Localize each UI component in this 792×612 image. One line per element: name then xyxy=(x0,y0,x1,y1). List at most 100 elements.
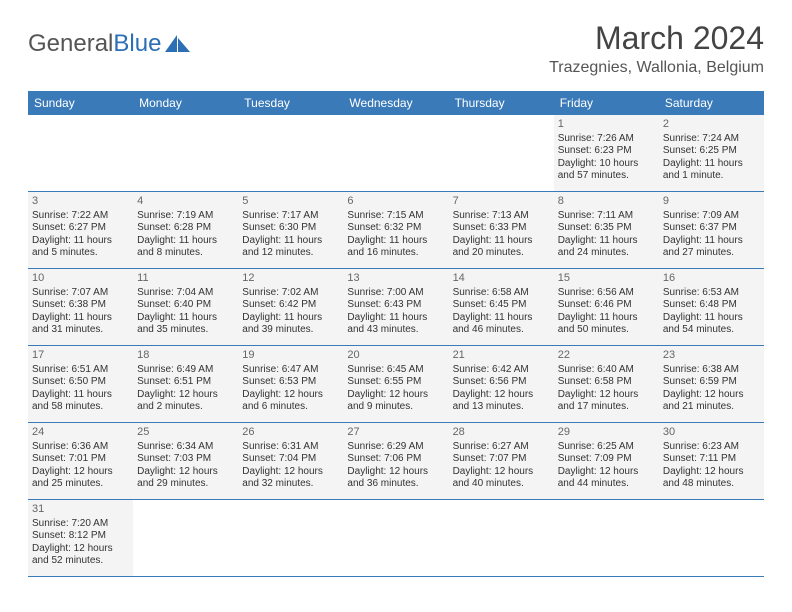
sunrise-text: Sunrise: 6:34 AM xyxy=(137,441,234,454)
day-cell: 18Sunrise: 6:49 AMSunset: 6:51 PMDayligh… xyxy=(133,346,238,422)
day-number: 21 xyxy=(453,349,550,363)
sunrise-text: Sunrise: 6:51 AM xyxy=(32,364,129,377)
day-number: 4 xyxy=(137,195,234,209)
sunset-text: Sunset: 6:59 PM xyxy=(663,376,760,389)
sunrise-text: Sunrise: 6:25 AM xyxy=(558,441,655,454)
sunset-text: Sunset: 6:50 PM xyxy=(32,376,129,389)
daylight-text: Daylight: 12 hours and 36 minutes. xyxy=(347,466,444,491)
day-number: 6 xyxy=(347,195,444,209)
blank-cell xyxy=(133,115,238,191)
weeks-container: 1Sunrise: 7:26 AMSunset: 6:23 PM Daylight… xyxy=(28,115,764,577)
day-number: 12 xyxy=(242,272,339,286)
daylight-text: Daylight: 11 hours and 24 minutes. xyxy=(558,235,655,260)
dayname-row: SundayMondayTuesdayWednesdayThursdayFrid… xyxy=(28,91,764,115)
title-block: March 2024 Trazegnies, Wallonia, Belgium xyxy=(549,20,764,77)
daylight-text: Daylight: 12 hours and 40 minutes. xyxy=(453,466,550,491)
day-number: 15 xyxy=(558,272,655,286)
sunset-text: Sunset: 7:11 PM xyxy=(663,453,760,466)
blank-cell xyxy=(133,500,238,576)
day-number: 19 xyxy=(242,349,339,363)
daylight-text: Daylight: 12 hours and 32 minutes. xyxy=(242,466,339,491)
day-number: 26 xyxy=(242,426,339,440)
day-number: 10 xyxy=(32,272,129,286)
day-number: 5 xyxy=(242,195,339,209)
sunrise-text: Sunrise: 6:29 AM xyxy=(347,441,444,454)
day-number: 28 xyxy=(453,426,550,440)
blank-cell xyxy=(554,500,659,576)
week-row: 10Sunrise: 7:07 AMSunset: 6:38 PMDayligh… xyxy=(28,269,764,346)
dayname: Sunday xyxy=(28,91,133,115)
sunrise-text: Sunrise: 6:42 AM xyxy=(453,364,550,377)
sunrise-text: Sunrise: 7:26 AM xyxy=(558,133,655,146)
daylight-text: Daylight: 12 hours and 6 minutes. xyxy=(242,389,339,414)
day-number: 25 xyxy=(137,426,234,440)
sunrise-text: Sunrise: 7:04 AM xyxy=(137,287,234,300)
sunrise-text: Sunrise: 6:45 AM xyxy=(347,364,444,377)
day-number: 11 xyxy=(137,272,234,286)
day-number: 1 xyxy=(558,118,655,132)
day-cell: 8Sunrise: 7:11 AMSunset: 6:35 PMDaylight… xyxy=(554,192,659,268)
sunrise-text: Sunrise: 6:47 AM xyxy=(242,364,339,377)
sunset-text: Sunset: 7:01 PM xyxy=(32,453,129,466)
dayname: Saturday xyxy=(659,91,764,115)
logo-word1: General xyxy=(28,30,113,57)
sunrise-text: Sunrise: 6:58 AM xyxy=(453,287,550,300)
sunset-text: Sunset: 6:48 PM xyxy=(663,299,760,312)
daylight-text: Daylight: 11 hours and 16 minutes. xyxy=(347,235,444,260)
sunset-text: Sunset: 6:45 PM xyxy=(453,299,550,312)
blank-cell xyxy=(238,500,343,576)
day-cell: 7Sunrise: 7:13 AMSunset: 6:33 PMDaylight… xyxy=(449,192,554,268)
daylight-text: Daylight: 11 hours and 54 minutes. xyxy=(663,312,760,337)
daylight-text: Daylight: 12 hours and 52 minutes. xyxy=(32,543,129,568)
sunset-text: Sunset: 6:55 PM xyxy=(347,376,444,389)
logo-sail-icon xyxy=(165,35,191,53)
calendar: SundayMondayTuesdayWednesdayThursdayFrid… xyxy=(28,91,764,577)
daylight-text: Daylight: 12 hours and 9 minutes. xyxy=(347,389,444,414)
sunset-text: Sunset: 6:30 PM xyxy=(242,222,339,235)
sunrise-text: Sunrise: 6:38 AM xyxy=(663,364,760,377)
day-number: 17 xyxy=(32,349,129,363)
day-cell: 10Sunrise: 7:07 AMSunset: 6:38 PMDayligh… xyxy=(28,269,133,345)
daylight-text: Daylight: 12 hours and 21 minutes. xyxy=(663,389,760,414)
day-cell: 26Sunrise: 6:31 AMSunset: 7:04 PMDayligh… xyxy=(238,423,343,499)
day-cell: 4Sunrise: 7:19 AMSunset: 6:28 PMDaylight… xyxy=(133,192,238,268)
day-number: 29 xyxy=(558,426,655,440)
sunrise-text: Sunrise: 6:31 AM xyxy=(242,441,339,454)
daylight-text: Daylight: 11 hours and 27 minutes. xyxy=(663,235,760,260)
sunset-text: Sunset: 6:53 PM xyxy=(242,376,339,389)
day-cell: 23Sunrise: 6:38 AMSunset: 6:59 PMDayligh… xyxy=(659,346,764,422)
day-cell: 21Sunrise: 6:42 AMSunset: 6:56 PMDayligh… xyxy=(449,346,554,422)
daylight-text: Daylight: 11 hours and 43 minutes. xyxy=(347,312,444,337)
week-row: 17Sunrise: 6:51 AMSunset: 6:50 PMDayligh… xyxy=(28,346,764,423)
day-cell: 1Sunrise: 7:26 AMSunset: 6:23 PMDaylight… xyxy=(554,115,659,191)
blank-cell xyxy=(28,115,133,191)
day-number: 24 xyxy=(32,426,129,440)
month-title: March 2024 xyxy=(549,20,764,57)
week-row: 24Sunrise: 6:36 AMSunset: 7:01 PMDayligh… xyxy=(28,423,764,500)
day-cell: 12Sunrise: 7:02 AMSunset: 6:42 PMDayligh… xyxy=(238,269,343,345)
dayname: Tuesday xyxy=(238,91,343,115)
sunset-text: Sunset: 6:51 PM xyxy=(137,376,234,389)
blank-cell xyxy=(659,500,764,576)
sunset-text: Sunset: 7:06 PM xyxy=(347,453,444,466)
daylight-text: Daylight: 11 hours and 58 minutes. xyxy=(32,389,129,414)
sunrise-text: Sunrise: 6:53 AM xyxy=(663,287,760,300)
daylight-text: Daylight: 11 hours and 1 minute. xyxy=(663,158,760,183)
day-number: 9 xyxy=(663,195,760,209)
sunset-text: Sunset: 6:27 PM xyxy=(32,222,129,235)
daylight-text: Daylight: 11 hours and 39 minutes. xyxy=(242,312,339,337)
sunset-text: Sunset: 6:33 PM xyxy=(453,222,550,235)
day-cell: 22Sunrise: 6:40 AMSunset: 6:58 PMDayligh… xyxy=(554,346,659,422)
day-cell: 19Sunrise: 6:47 AMSunset: 6:53 PMDayligh… xyxy=(238,346,343,422)
daylight-text: Daylight: 12 hours and 2 minutes. xyxy=(137,389,234,414)
day-cell: 5Sunrise: 7:17 AMSunset: 6:30 PMDaylight… xyxy=(238,192,343,268)
sunrise-text: Sunrise: 6:56 AM xyxy=(558,287,655,300)
sunset-text: Sunset: 6:25 PM xyxy=(663,145,760,158)
sunset-text: Sunset: 7:07 PM xyxy=(453,453,550,466)
daylight-text: Daylight: 11 hours and 50 minutes. xyxy=(558,312,655,337)
blank-cell xyxy=(238,115,343,191)
day-cell: 30Sunrise: 6:23 AMSunset: 7:11 PMDayligh… xyxy=(659,423,764,499)
sunset-text: Sunset: 7:04 PM xyxy=(242,453,339,466)
day-cell: 13Sunrise: 7:00 AMSunset: 6:43 PMDayligh… xyxy=(343,269,448,345)
sunset-text: Sunset: 6:23 PM xyxy=(558,145,655,158)
